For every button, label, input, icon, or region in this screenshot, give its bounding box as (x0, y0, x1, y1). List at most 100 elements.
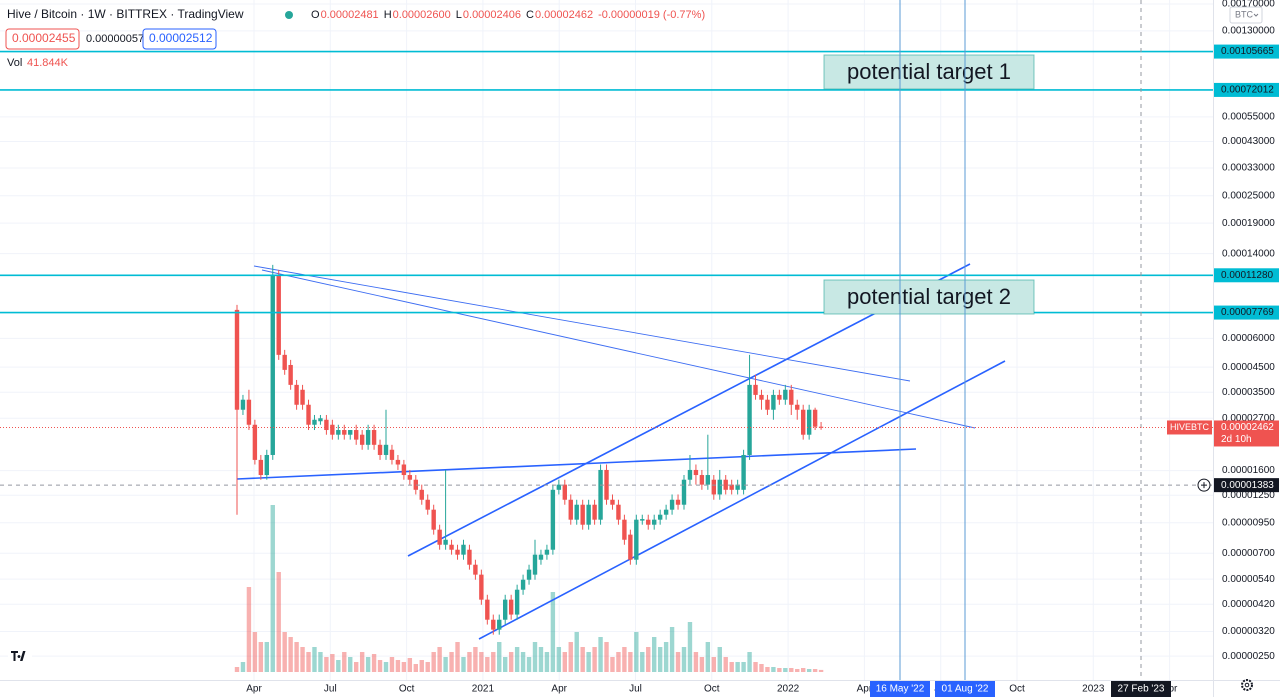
volume-bar (449, 652, 454, 672)
volume-bar (646, 647, 651, 672)
volume-bar (491, 652, 496, 672)
y-tick-label: 0.00006000 (1222, 333, 1275, 344)
settings-button[interactable] (1241, 679, 1253, 691)
bid-box[interactable] (5, 28, 80, 50)
volume-bar (294, 642, 299, 672)
volume-bar (604, 642, 609, 672)
symbol-box (1167, 420, 1212, 435)
volume-bar (598, 637, 603, 672)
date-marker-label: 27 Feb '23 (1118, 684, 1165, 695)
candle-body (574, 504, 579, 520)
candle-body (401, 464, 407, 476)
candle-body (771, 394, 776, 410)
candle-body (675, 499, 681, 505)
candle-body (431, 509, 436, 530)
y-tick-label: 0.00003500 (1222, 387, 1275, 398)
level-label-box (1214, 268, 1279, 283)
volume-bar (717, 647, 722, 672)
candle-body (532, 554, 538, 575)
y-tick-label: 0.00170000 (1222, 0, 1275, 10)
volume-value: 41.844K (27, 57, 69, 69)
volume-bar (324, 657, 329, 672)
volume-bar (467, 652, 472, 672)
volume-bar (687, 622, 693, 672)
tv-logo[interactable] (8, 645, 32, 665)
spread: 0.00000057 (86, 33, 144, 45)
candle-body (371, 430, 377, 445)
support-line (236, 448, 917, 480)
candle-body (455, 549, 460, 555)
volume-bar (401, 662, 407, 672)
candle-body (365, 430, 371, 445)
volume-bar (300, 647, 305, 672)
y-tick-label: 0.00019000 (1222, 218, 1275, 229)
candle-body (592, 504, 597, 520)
x-tick-label: 2021 (472, 684, 495, 695)
candle-body (699, 475, 705, 485)
candle-body (663, 509, 669, 515)
candle-body (294, 384, 299, 405)
volume-bar (318, 652, 323, 672)
candle-body (491, 619, 496, 630)
y-tick-label: 0.00004500 (1222, 362, 1275, 373)
candle-body (395, 459, 401, 465)
volume-bar (616, 652, 621, 672)
candle-body (354, 430, 359, 440)
x-tick-label: 2022 (777, 684, 800, 695)
candle-body (628, 534, 633, 560)
candle-body (568, 499, 573, 520)
candle-body (497, 619, 502, 630)
date-marker-box (870, 681, 930, 697)
volume-bar (556, 647, 562, 672)
volume-bar (234, 667, 240, 672)
x-tick-label: Jul (629, 684, 642, 695)
candle-body (657, 514, 663, 520)
volume-bar (806, 669, 812, 672)
volume-bar (765, 667, 770, 672)
volume-bar (723, 657, 728, 672)
candle-body (425, 499, 430, 510)
candle-body (562, 484, 567, 500)
volume-bar (526, 657, 532, 672)
candle-body (747, 384, 752, 455)
candle-body (270, 274, 275, 455)
candle-body (264, 454, 269, 476)
volume-bar (747, 652, 752, 672)
y-tick-label: 0.00000250 (1222, 651, 1275, 662)
candle-body (461, 544, 466, 555)
x-tick-label: Apr (857, 684, 873, 695)
candle-body (801, 409, 806, 435)
currency-select[interactable] (1229, 6, 1263, 24)
volume-bar (365, 657, 371, 672)
candle-body (765, 399, 770, 410)
countdown-label: 2d 10h (1221, 434, 1252, 445)
ask-box[interactable] (142, 28, 217, 50)
volume-bar (634, 632, 639, 672)
candle-body (234, 309, 240, 410)
level-label-box (1214, 82, 1279, 97)
volume-bar (640, 652, 645, 672)
x-tick-label: Jul (324, 684, 337, 695)
candle-body (646, 519, 651, 525)
volume-pane (234, 505, 824, 672)
resistance-line (253, 265, 911, 382)
symbol-label: HIVEBTC (1170, 422, 1210, 432)
volume-bar (777, 668, 782, 672)
candle-body (693, 469, 699, 476)
level-label: 0.00007769 (1221, 307, 1274, 318)
volume-bar (246, 587, 252, 672)
volume-bar (705, 642, 711, 672)
volume-bar (288, 637, 293, 672)
ohlc-value: 0.00002462 (535, 9, 593, 21)
y-tick-label: 0.00000700 (1222, 548, 1275, 559)
volume-bar (532, 642, 538, 672)
volume-bar (628, 652, 633, 672)
volume-bar (789, 668, 794, 672)
ohlc-change: -0.00000019 (-0.77%) (598, 9, 705, 21)
volume-bar (574, 632, 579, 672)
candle-body (759, 394, 764, 400)
candle-body (389, 449, 395, 460)
annotation-box (823, 54, 1035, 90)
volume-bar (783, 668, 788, 672)
